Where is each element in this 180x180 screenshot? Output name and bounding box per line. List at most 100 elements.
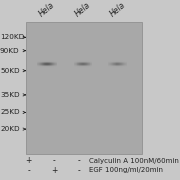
Bar	[82, 59, 83, 60]
Bar	[118, 60, 119, 61]
Bar	[123, 60, 124, 61]
Bar	[38, 68, 39, 69]
Bar	[124, 62, 125, 63]
Text: Hela: Hela	[73, 1, 93, 19]
Bar	[117, 67, 118, 68]
Bar	[46, 59, 47, 60]
Bar	[122, 61, 123, 62]
Bar	[48, 61, 49, 62]
Bar	[87, 63, 88, 64]
Bar	[75, 66, 76, 67]
Bar	[46, 65, 47, 66]
Bar	[111, 65, 112, 66]
Bar	[118, 64, 119, 65]
Bar	[55, 65, 56, 66]
Bar	[110, 68, 111, 69]
Bar	[41, 59, 42, 60]
Bar	[81, 59, 82, 60]
Bar	[49, 62, 50, 63]
Bar	[76, 68, 77, 69]
Bar	[48, 62, 49, 63]
Bar	[114, 62, 115, 63]
Bar	[114, 66, 115, 67]
Bar	[84, 67, 85, 68]
Bar	[45, 67, 46, 68]
Bar	[49, 59, 50, 60]
Bar	[122, 60, 123, 61]
Bar	[47, 66, 48, 67]
Bar	[79, 61, 80, 62]
Bar	[45, 65, 46, 66]
Bar	[47, 67, 48, 68]
Bar	[91, 62, 92, 63]
Bar	[109, 66, 110, 67]
Bar	[114, 59, 115, 60]
Bar	[112, 64, 113, 65]
Bar	[81, 68, 82, 69]
Bar	[83, 62, 84, 63]
Bar	[51, 60, 52, 61]
Bar	[114, 65, 115, 66]
Bar	[108, 60, 109, 61]
Bar	[122, 65, 123, 66]
Bar	[116, 63, 117, 64]
Bar	[87, 66, 88, 67]
Bar	[89, 66, 91, 67]
Text: -: -	[27, 166, 30, 175]
Bar	[50, 64, 51, 65]
Bar	[113, 62, 114, 63]
Bar	[48, 68, 49, 69]
Bar	[125, 61, 126, 62]
Bar	[116, 64, 117, 65]
Bar	[116, 62, 117, 63]
Bar	[85, 61, 86, 62]
Bar	[46, 62, 47, 63]
Bar	[74, 67, 75, 68]
Bar	[125, 63, 126, 64]
Bar	[111, 63, 112, 64]
Bar	[50, 60, 51, 61]
Bar	[45, 64, 46, 65]
Bar	[114, 67, 115, 68]
Bar	[109, 64, 110, 65]
Bar	[55, 68, 56, 69]
Bar	[109, 65, 110, 66]
Bar	[113, 64, 114, 65]
Bar	[119, 63, 120, 64]
Text: Calyculin A 100nM/60min: Calyculin A 100nM/60min	[89, 158, 179, 164]
Bar	[39, 65, 40, 66]
Bar	[81, 66, 82, 67]
Bar	[86, 66, 87, 67]
Bar	[53, 61, 54, 62]
Bar	[40, 63, 41, 64]
Bar	[116, 67, 117, 68]
Bar	[122, 64, 123, 65]
Bar	[38, 62, 39, 63]
Bar	[50, 61, 51, 62]
Bar	[124, 64, 125, 65]
Bar	[75, 62, 76, 63]
Bar	[80, 63, 81, 64]
Bar	[47, 62, 48, 63]
Bar	[83, 59, 84, 60]
Text: 35KD: 35KD	[0, 92, 20, 98]
Bar	[119, 59, 120, 60]
Bar	[39, 61, 40, 62]
Bar	[76, 59, 77, 60]
Bar	[81, 60, 82, 61]
Bar	[124, 68, 125, 69]
Bar	[40, 61, 41, 62]
Bar	[115, 67, 116, 68]
Bar	[112, 68, 113, 69]
Bar	[87, 68, 88, 69]
Bar	[77, 64, 78, 65]
Bar	[42, 67, 43, 68]
Bar	[86, 63, 87, 64]
Bar	[42, 60, 43, 61]
Bar	[76, 62, 77, 63]
Bar	[87, 62, 88, 63]
Bar	[78, 60, 79, 61]
Bar	[115, 64, 116, 65]
Bar	[81, 67, 82, 68]
Bar	[49, 63, 50, 64]
